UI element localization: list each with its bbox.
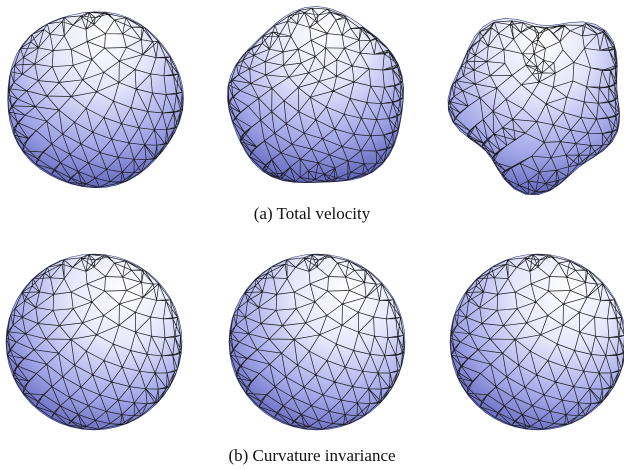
mesh-lines [7, 11, 184, 188]
sphere-b-2 [228, 253, 406, 431]
sphere-a-3 [447, 18, 621, 196]
sphere-a-2 [227, 6, 404, 184]
sphere-surface [5, 253, 183, 431]
sphere-surface [227, 6, 404, 184]
sphere-b-1 [5, 253, 183, 431]
sphere-a-1 [7, 11, 184, 189]
sphere-b-3 [449, 253, 624, 431]
sphere-surface [228, 253, 406, 431]
mesh-lines [229, 254, 405, 430]
caption-total-velocity: (a) Total velocity [253, 204, 371, 223]
sphere-surface [449, 253, 624, 431]
mesh-lines [227, 7, 404, 183]
mesh-lines [450, 254, 624, 430]
mesh-lines [447, 20, 620, 195]
mesh-lines [6, 254, 182, 430]
caption-curvature-invariance: (b) Curvature invariance [228, 446, 396, 465]
